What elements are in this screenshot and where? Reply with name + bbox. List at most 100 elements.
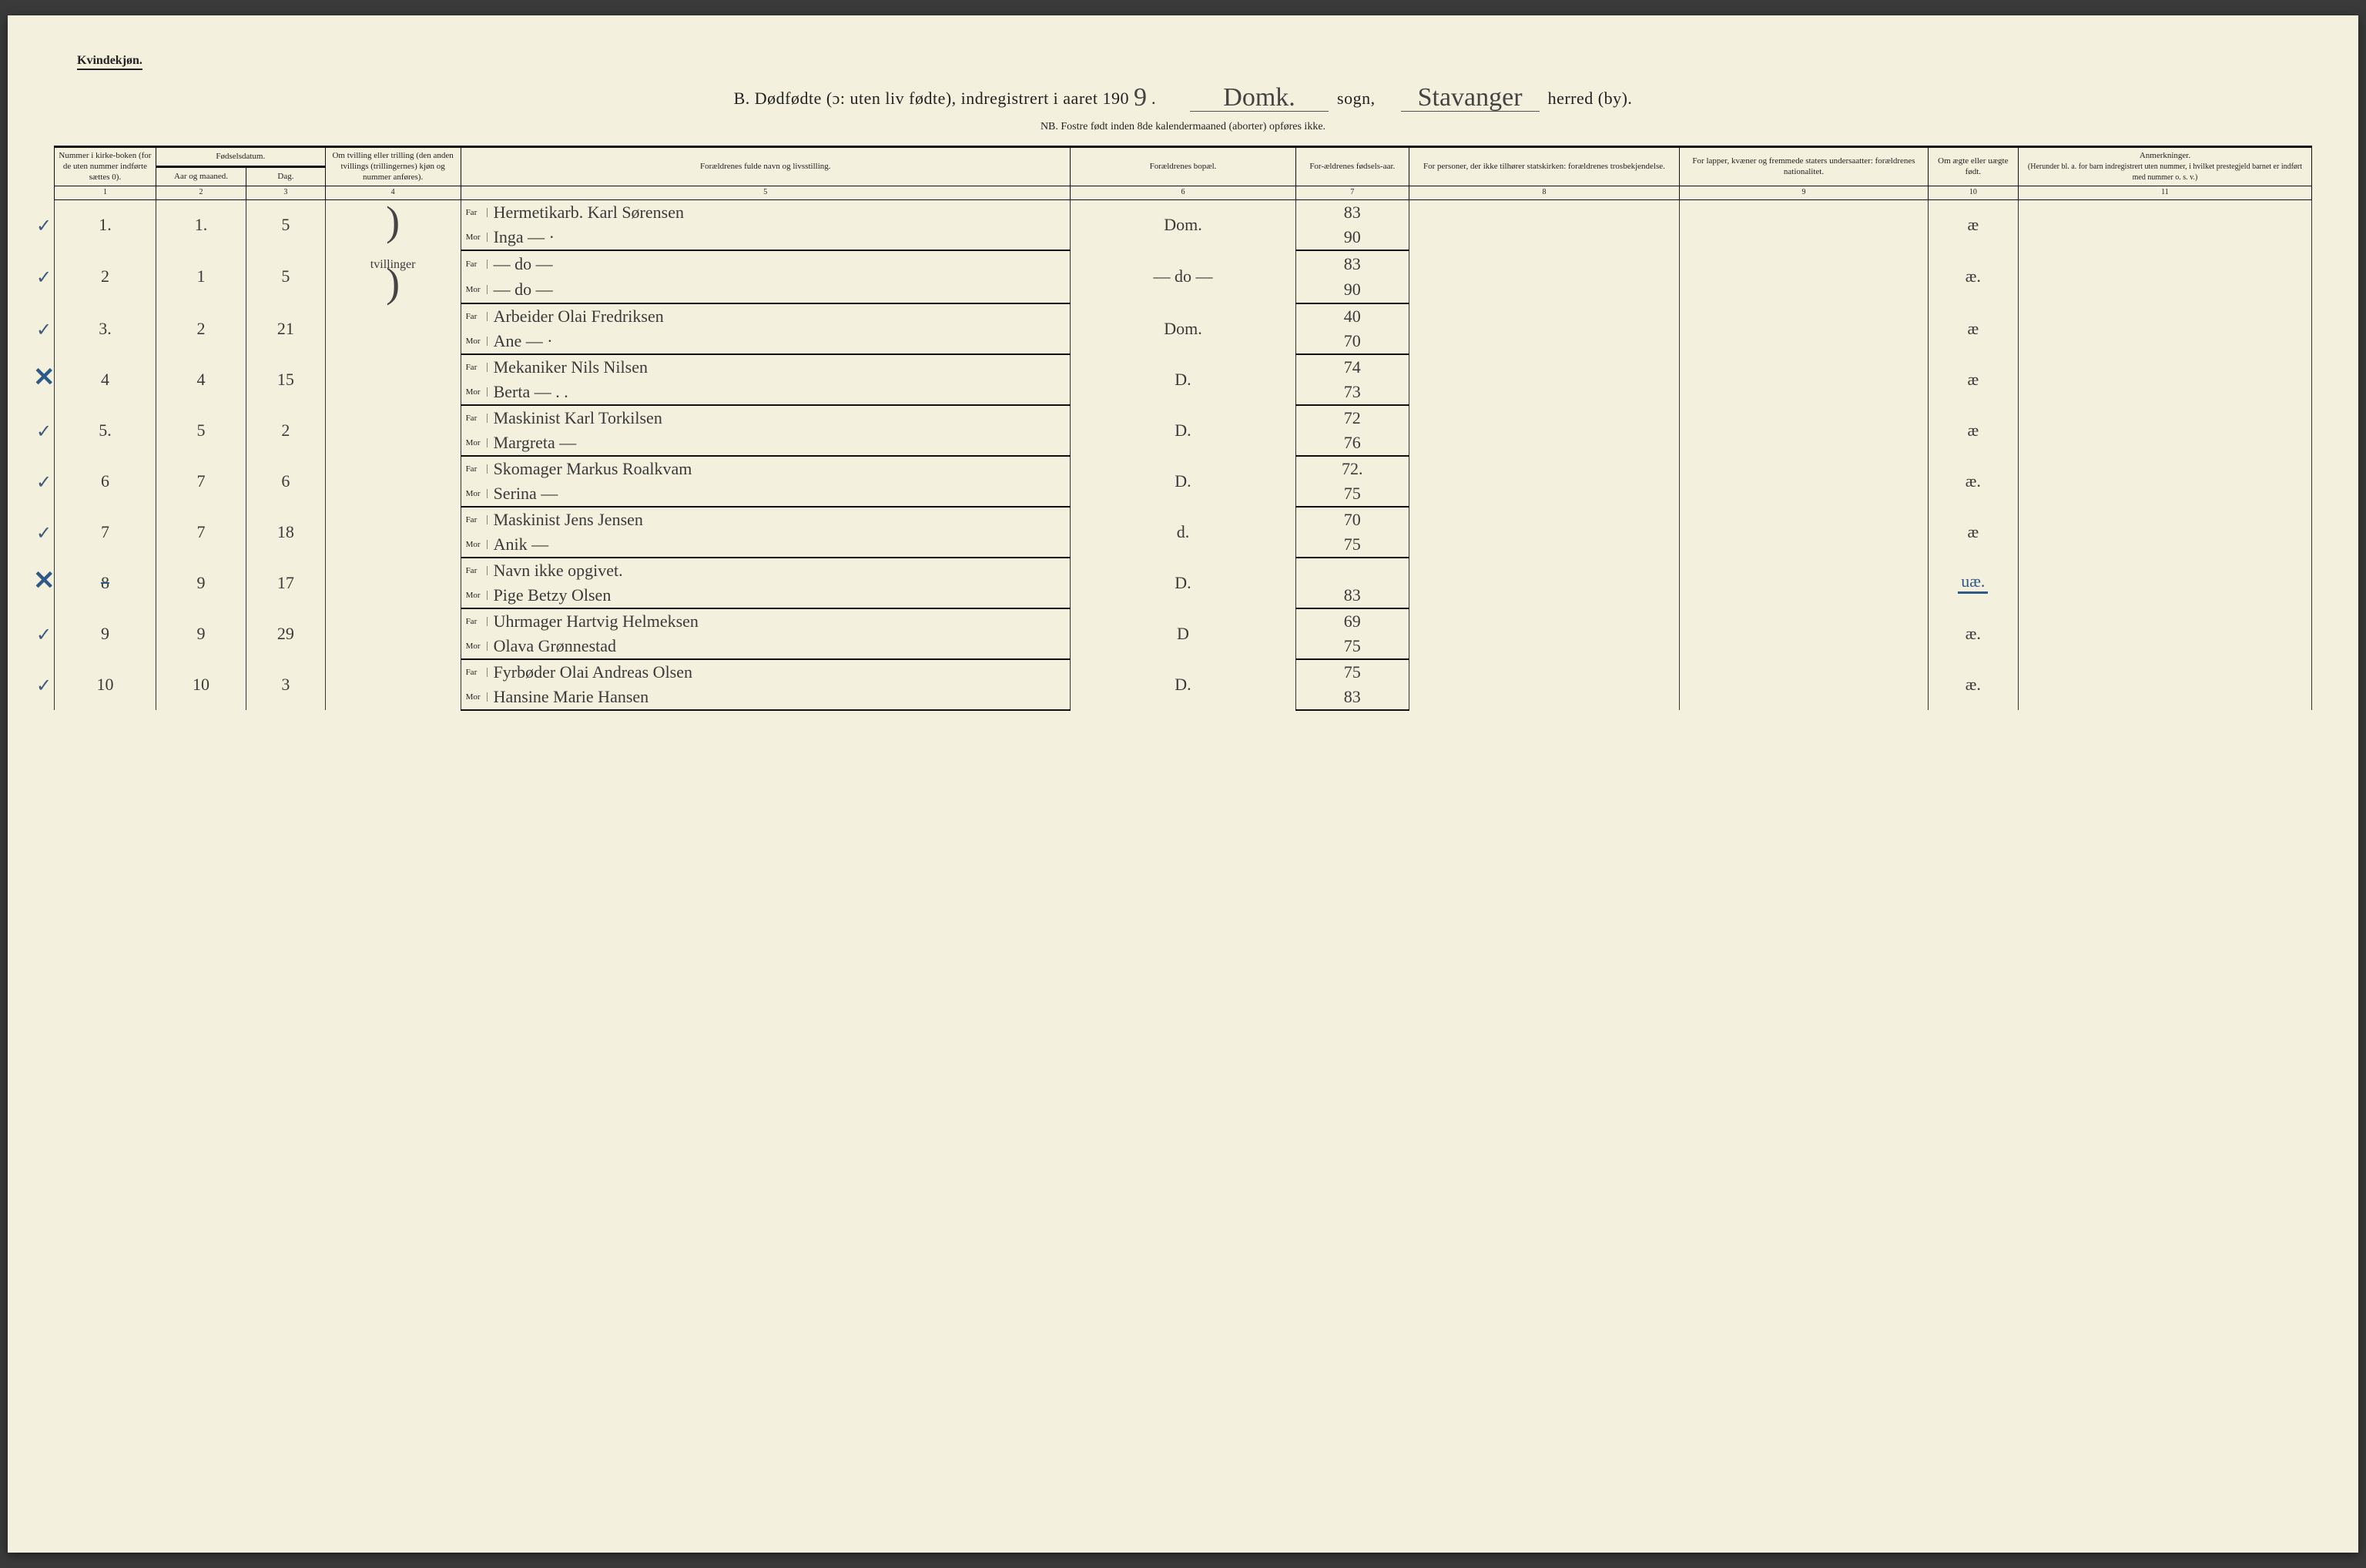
row-remarks — [2018, 303, 2311, 354]
row-father: FarNavn ikke opgivet. — [461, 558, 1070, 583]
ledger-table: Nummer i kirke-boken (for de uten nummer… — [54, 146, 2312, 711]
table-body: ✓1.1.5)FarHermetikarb. Karl SørensenDom.… — [55, 199, 2312, 710]
row-index: ✓2 — [55, 250, 156, 303]
row-month: 9 — [156, 558, 246, 608]
row-faith — [1409, 507, 1680, 558]
check-icon: ✓ — [36, 215, 52, 237]
mother-name: Inga — · — [494, 227, 555, 247]
col-header-1: Nummer i kirke-boken (for de uten nummer… — [55, 147, 156, 186]
mother-birthyear: 70 — [1296, 329, 1409, 354]
row-nationality — [1680, 405, 1928, 456]
row-month: 4 — [156, 354, 246, 405]
far-label: Far — [466, 515, 488, 524]
row-father: Far Maskinist Jens Jensen — [461, 507, 1070, 532]
col-header-11: Anmerkninger. (Herunder bl. a. for barn … — [2018, 147, 2311, 186]
row-mother: MorHansine Marie Hansen — [461, 685, 1070, 710]
row-month: 7 — [156, 507, 246, 558]
father-name: Maskinist Karl Torkilsen — [494, 408, 662, 428]
row-twin — [325, 507, 461, 558]
colnum-3: 3 — [246, 186, 326, 200]
row-faith — [1409, 456, 1680, 507]
col-header-10: Om ægte eller uægte født. — [1928, 147, 2018, 186]
mother-birthyear: 76 — [1296, 431, 1409, 456]
row-residence: D — [1070, 608, 1295, 659]
row-nationality — [1680, 250, 1928, 303]
row-day: 29 — [246, 608, 326, 659]
row-index: ✓3. — [55, 303, 156, 354]
row-mother: MorMargreta — — [461, 431, 1070, 456]
mor-label: Mor — [466, 692, 488, 702]
row-father: FarFyrbøder Olai Andreas Olsen — [461, 659, 1070, 685]
mor-label: Mor — [466, 337, 488, 346]
row-residence: D. — [1070, 558, 1295, 608]
table-row: ✓676FarSkomager Markus RoalkvamD.72.æ. — [55, 456, 2312, 481]
father-birthyear: 83 — [1296, 250, 1409, 277]
col-header-4: Om tvilling eller trilling (den anden tv… — [325, 147, 461, 186]
row-index: ✓1. — [55, 199, 156, 250]
herred-label: herred (by). — [1548, 89, 1633, 108]
col-header-2a: Aar og maaned. — [156, 167, 246, 186]
row-residence: d. — [1070, 507, 1295, 558]
table-row: ✓1.1.5)FarHermetikarb. Karl SørensenDom.… — [55, 199, 2312, 225]
check-icon: ✓ — [36, 522, 52, 544]
row-index: ✕4 — [55, 354, 156, 405]
row-mother: Mor— do — — [461, 276, 1070, 303]
father-name: Arbeider Olai Fredriksen — [494, 307, 664, 327]
herred-fill: Stavanger — [1401, 85, 1540, 112]
table-row: ✓5.52FarMaskinist Karl TorkilsenD.72æ — [55, 405, 2312, 431]
row-day: 3 — [246, 659, 326, 710]
row-day: 5 — [246, 199, 326, 250]
father-birthyear: 70 — [1296, 507, 1409, 532]
father-birthyear: 75 — [1296, 659, 1409, 685]
cross-icon: ✕ — [33, 573, 55, 588]
row-nationality — [1680, 608, 1928, 659]
row-remarks — [2018, 507, 2311, 558]
far-label: Far — [466, 617, 488, 626]
row-legitimacy: æ — [1928, 303, 2018, 354]
row-legitimacy: æ — [1928, 354, 2018, 405]
mother-name: Ane — · — [494, 331, 553, 351]
row-father: FarArbeider Olai Fredriksen — [461, 303, 1070, 329]
row-nationality — [1680, 303, 1928, 354]
mother-name: Anik — — [494, 534, 549, 554]
row-father: FarHermetikarb. Karl Sørensen — [461, 199, 1070, 225]
father-birthyear: 72. — [1296, 456, 1409, 481]
row-faith — [1409, 405, 1680, 456]
father-name: Uhrmager Hartvig Helmeksen — [494, 611, 699, 632]
row-faith — [1409, 250, 1680, 303]
father-birthyear: 83 — [1296, 199, 1409, 225]
mor-label: Mor — [466, 233, 488, 242]
row-twin — [325, 659, 461, 710]
row-residence: D. — [1070, 659, 1295, 710]
mor-label: Mor — [466, 387, 488, 397]
col-header-5: Forældrenes fulde navn og livsstilling. — [461, 147, 1070, 186]
row-month: 1. — [156, 199, 246, 250]
row-mother: MorOlava Grønnestad — [461, 634, 1070, 659]
row-mother: MorBerta — . . — [461, 380, 1070, 405]
father-name: Mekaniker Nils Nilsen — [494, 357, 648, 377]
row-day: 18 — [246, 507, 326, 558]
row-month: 1 — [156, 250, 246, 303]
row-month: 10 — [156, 659, 246, 710]
gender-label: Kvindekjøn. — [77, 54, 142, 70]
row-residence: — do — — [1070, 250, 1295, 303]
col-header-2-group: Fødselsdatum. — [156, 147, 325, 167]
mother-birthyear: 73 — [1296, 380, 1409, 405]
row-legitimacy: æ. — [1928, 250, 2018, 303]
page-title-row: B. Dødfødte (ɔ: uten liv fødte), indregi… — [54, 83, 2312, 110]
row-faith — [1409, 608, 1680, 659]
father-name: Maskinist Jens Jensen — [494, 510, 643, 530]
row-day: 2 — [246, 405, 326, 456]
table-row: ✕8917FarNavn ikke opgivet.D.uæ. — [55, 558, 2312, 583]
row-index: ✓9 — [55, 608, 156, 659]
row-nationality — [1680, 354, 1928, 405]
father-birthyear: 40 — [1296, 303, 1409, 329]
row-remarks — [2018, 354, 2311, 405]
row-nationality — [1680, 507, 1928, 558]
check-icon: ✓ — [36, 675, 52, 697]
row-day: 6 — [246, 456, 326, 507]
row-index: ✕8 — [55, 558, 156, 608]
row-month: 5 — [156, 405, 246, 456]
row-index: ✓7 — [55, 507, 156, 558]
mother-name: Margreta — — [494, 433, 577, 453]
